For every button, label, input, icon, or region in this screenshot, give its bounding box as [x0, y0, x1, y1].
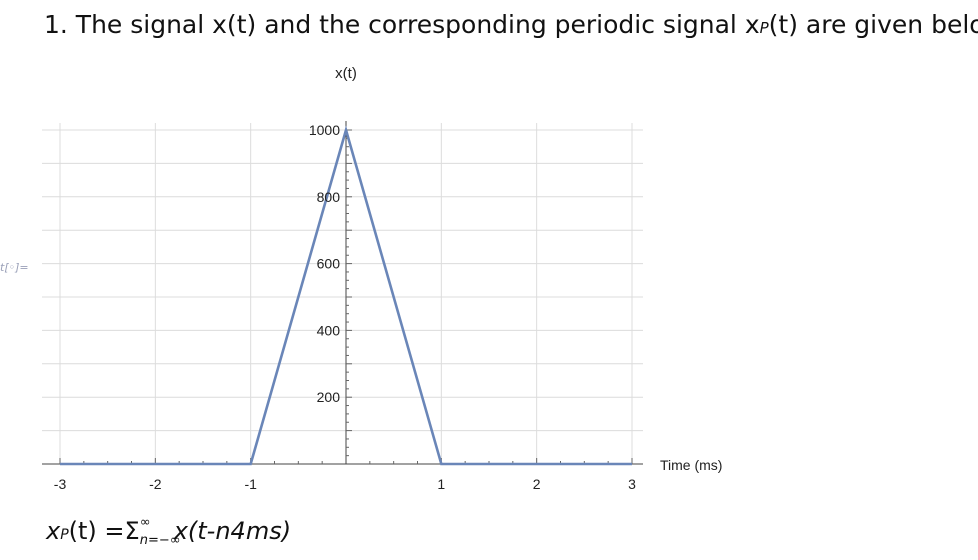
question-heading: 1. The signal x(t) and the corresponding… [44, 10, 978, 39]
x-tick-label: 2 [533, 476, 541, 492]
question-prefix: 1. The signal x(t) and the corresponding… [44, 10, 760, 39]
formula-upper-limit: ∞ [139, 515, 151, 530]
x-axis-label: Time (ms) [660, 457, 722, 473]
x-tick-label: -2 [149, 476, 162, 492]
y-tick-label: 600 [317, 256, 341, 272]
formula-sigma: Σ [124, 517, 140, 545]
y-tick-label: 200 [317, 389, 341, 405]
x-tick-label: -3 [54, 476, 67, 492]
question-subscript: P [759, 19, 769, 37]
formula-rhs: x(t-n4ms) [173, 517, 292, 545]
x-tick-label: -1 [244, 476, 257, 492]
formula-lhs-subscript: P [60, 527, 69, 543]
question-suffix: (t) are given below. [768, 10, 978, 39]
signal-line [60, 125, 632, 466]
y-tick-label: 800 [317, 189, 341, 205]
x-tick-label: 3 [628, 476, 636, 492]
formula-lower-limit: n=−∞ [139, 533, 181, 548]
formula-lhs-rest: (t) = [68, 517, 125, 545]
output-cell-label: t[◦]= [0, 261, 29, 274]
chart-title: x(t) [335, 65, 357, 82]
y-tick-label: 1000 [309, 122, 340, 138]
x-tick-label: 1 [437, 476, 445, 492]
formula-limits: ∞ n=−∞ [140, 515, 181, 548]
formula-lhs: x [46, 517, 61, 545]
periodic-formula: xP(t) =Σ ∞ n=−∞ x(t-n4ms) [46, 515, 292, 548]
y-tick-label: 400 [317, 322, 341, 338]
signal-chart: -3 -2 -1 1 2 3 200 400 600 800 1000 x(t) Time (ms) [42, 65, 722, 492]
